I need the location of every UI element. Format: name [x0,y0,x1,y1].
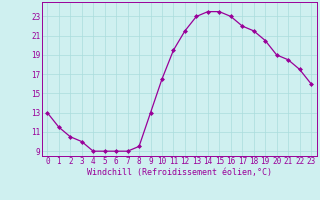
X-axis label: Windchill (Refroidissement éolien,°C): Windchill (Refroidissement éolien,°C) [87,168,272,177]
